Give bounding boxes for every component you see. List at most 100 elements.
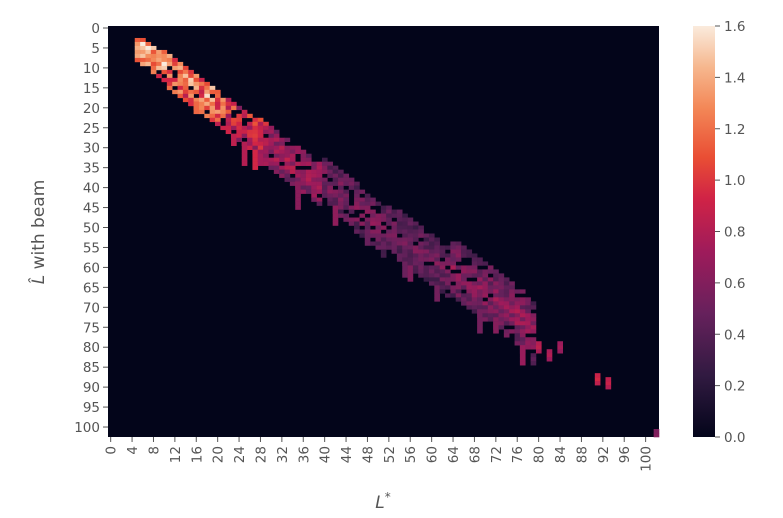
heatmap-cell bbox=[519, 361, 526, 366]
heatmap-cell bbox=[284, 165, 291, 170]
heatmap-cell bbox=[503, 301, 510, 306]
heatmap-cell bbox=[391, 233, 398, 238]
heatmap-cell bbox=[396, 245, 403, 250]
heatmap-cell bbox=[530, 353, 537, 358]
heatmap-cell bbox=[375, 213, 382, 218]
y-tick-label: 15 bbox=[83, 81, 100, 97]
heatmap-cell bbox=[375, 237, 382, 242]
heatmap-cell bbox=[519, 349, 526, 354]
heatmap-cell bbox=[241, 153, 248, 158]
heatmap-cell bbox=[487, 265, 494, 270]
heatmap-cell bbox=[268, 157, 275, 162]
heatmap-cell bbox=[273, 149, 280, 154]
heatmap-cell bbox=[354, 197, 360, 202]
heatmap-cell bbox=[188, 77, 194, 83]
heatmap-cell bbox=[225, 101, 232, 107]
heatmap-cell bbox=[466, 281, 473, 286]
heatmap-cell bbox=[477, 309, 483, 314]
heatmap-cell bbox=[386, 229, 392, 234]
x-tick-label: 56 bbox=[403, 446, 419, 463]
heatmap-cell bbox=[519, 345, 526, 350]
heatmap-cell bbox=[305, 169, 312, 174]
heatmap-cell bbox=[311, 189, 317, 194]
heatmap-cell bbox=[434, 257, 440, 262]
heatmap-cell bbox=[241, 109, 248, 115]
heatmap-cell bbox=[461, 269, 467, 274]
heatmap-cell bbox=[268, 133, 275, 139]
heatmap-cell bbox=[525, 341, 531, 346]
heatmap-cell bbox=[311, 173, 317, 178]
heatmap-cell bbox=[193, 85, 200, 91]
heatmap-cell bbox=[284, 157, 291, 162]
heatmap-cell bbox=[498, 297, 505, 302]
heatmap-cell bbox=[311, 169, 317, 174]
heatmap-cell bbox=[477, 305, 483, 310]
heatmap-cell bbox=[198, 81, 205, 87]
heatmap-cell bbox=[407, 241, 414, 246]
heatmap-cell bbox=[247, 113, 253, 119]
heatmap-cell bbox=[525, 313, 531, 318]
heatmap-cell bbox=[231, 105, 237, 111]
heatmap-cell bbox=[338, 173, 344, 178]
x-tick-label: 60 bbox=[425, 446, 441, 463]
heatmap-cell bbox=[145, 45, 152, 51]
heatmap-cell bbox=[407, 257, 414, 262]
heatmap-cell bbox=[236, 129, 243, 135]
heatmap-cell bbox=[198, 89, 205, 95]
heatmap-cell bbox=[252, 157, 259, 162]
heatmap-cell bbox=[519, 353, 526, 358]
heatmap-cell bbox=[343, 201, 350, 206]
heatmap-cell bbox=[557, 349, 564, 354]
heatmap-cell bbox=[423, 237, 430, 242]
heatmap-cell bbox=[332, 201, 339, 206]
heatmap-cell bbox=[498, 293, 505, 298]
heatmap-cell bbox=[252, 117, 259, 123]
heatmap-cell bbox=[182, 85, 189, 91]
heatmap-cell bbox=[214, 109, 221, 115]
heatmap-cell bbox=[412, 265, 419, 270]
heatmap-cell bbox=[391, 241, 398, 246]
heatmap-cell bbox=[396, 221, 403, 226]
heatmap-cell bbox=[289, 181, 296, 186]
heatmap-cell bbox=[268, 161, 275, 166]
heatmap-cell bbox=[370, 221, 376, 226]
heatmap-cell bbox=[605, 377, 612, 382]
heatmap-cell bbox=[450, 249, 457, 254]
heatmap-cell bbox=[327, 181, 333, 186]
heatmap-cell bbox=[418, 245, 424, 250]
x-tick-label: 48 bbox=[361, 446, 377, 463]
heatmap-cell bbox=[402, 257, 408, 262]
heatmap-cell bbox=[428, 241, 435, 246]
heatmap-cell bbox=[423, 249, 430, 254]
heatmap-cell bbox=[525, 301, 531, 306]
heatmap-cell bbox=[498, 289, 505, 294]
colorbar-tick-label: 0.0 bbox=[724, 430, 745, 446]
heatmap-cell bbox=[348, 209, 355, 214]
heatmap-cell bbox=[370, 217, 376, 222]
heatmap-cell bbox=[177, 61, 184, 67]
heatmap-cell bbox=[247, 137, 253, 143]
heatmap-cell bbox=[391, 245, 398, 250]
heatmap-cell bbox=[487, 285, 494, 290]
heatmap-cell bbox=[471, 281, 478, 286]
heatmap-cell bbox=[214, 113, 221, 119]
heatmap-cell bbox=[482, 261, 489, 266]
heatmap-cell bbox=[273, 157, 280, 162]
heatmap-cell bbox=[257, 141, 264, 147]
x-tick-label: 64 bbox=[446, 446, 462, 463]
heatmap-cell bbox=[188, 69, 194, 75]
heatmap-cell bbox=[145, 57, 152, 63]
heatmap-cell bbox=[461, 301, 467, 306]
heatmap-cell bbox=[450, 273, 457, 278]
heatmap-cell bbox=[364, 201, 371, 206]
heatmap-cell bbox=[412, 229, 419, 234]
heatmap-cell bbox=[338, 213, 344, 218]
heatmap-cell bbox=[284, 153, 291, 158]
heatmap-cell bbox=[402, 253, 408, 258]
heatmap-cell bbox=[519, 309, 526, 314]
heatmap-cell bbox=[525, 325, 531, 330]
heatmap-cell bbox=[332, 169, 339, 174]
heatmap-cell bbox=[514, 329, 521, 334]
heatmap-cell bbox=[439, 269, 446, 274]
heatmap-cell bbox=[428, 253, 435, 258]
